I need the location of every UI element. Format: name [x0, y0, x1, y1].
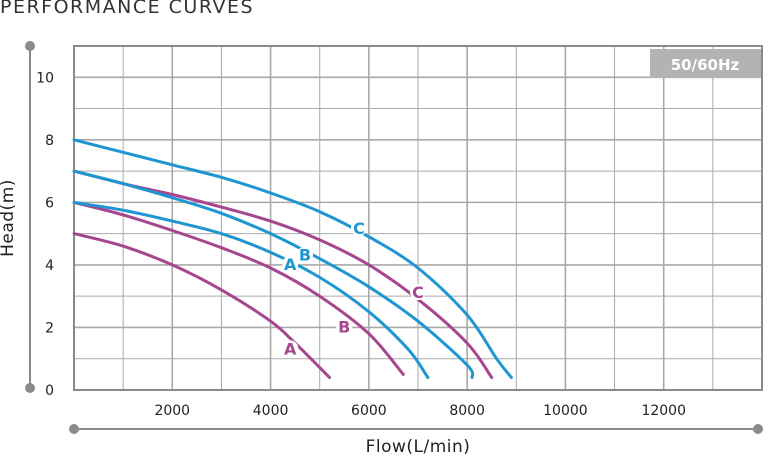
y-tick-label: 0 — [45, 383, 54, 399]
plot-frame — [73, 45, 763, 391]
x-axis-title: Flow(L/min) — [366, 437, 471, 457]
curve-blue-B — [72, 169, 475, 379]
y-axis-decoration — [25, 41, 35, 393]
curve-label-purple-A: A — [284, 339, 297, 358]
page-title: PERFORMANCE CURVES — [0, 0, 255, 18]
curve-label-background — [336, 318, 353, 335]
curve-blue-A — [72, 200, 430, 379]
x-tick-label: 4000 — [253, 403, 289, 419]
grid-layer — [74, 46, 762, 390]
curve-label-blue-A: A — [284, 255, 297, 274]
y-axis-title: Head(m) — [0, 179, 18, 257]
x-tick-label: 10000 — [543, 403, 588, 419]
badge: 50/60Hz — [650, 49, 761, 78]
curve-blue-C — [72, 138, 513, 379]
y-tick-label: 2 — [45, 320, 54, 336]
x-tick-label: 12000 — [641, 403, 686, 419]
curve-label-blue-C: C — [353, 219, 365, 238]
x-tick-label: 8000 — [449, 403, 485, 419]
x-tick-labels: 2000 4000 6000 8000 10000 12000 — [154, 403, 686, 419]
curve-label-background — [296, 246, 313, 263]
y-axis-dot-top — [25, 41, 35, 51]
curve-label-purple-B: B — [338, 317, 350, 336]
curve-label-background — [282, 255, 299, 272]
y-tick-label: 4 — [45, 258, 54, 274]
badge-background — [650, 49, 761, 78]
curve-label-background — [410, 284, 426, 301]
curve-purple-B — [72, 200, 405, 376]
x-axis-dot-left — [69, 424, 79, 434]
y-tick-label: 6 — [45, 195, 54, 211]
x-tick-label: 6000 — [351, 403, 387, 419]
x-axis-dot-right — [753, 424, 763, 434]
y-axis-dot-bottom — [25, 383, 35, 393]
y-tick-labels: 0 2 4 6 8 10 — [36, 70, 54, 399]
y-tick-label: 8 — [45, 133, 54, 149]
curve-label-background — [351, 219, 368, 236]
curve-label-background — [282, 340, 299, 357]
badge-text: 50/60Hz — [671, 56, 740, 74]
x-tick-label: 2000 — [154, 403, 190, 419]
curve-label-blue-B: B — [299, 246, 311, 265]
x-axis-decoration — [69, 424, 763, 434]
y-tick-label: 10 — [36, 70, 54, 86]
curve-label-purple-C: C — [412, 283, 424, 302]
